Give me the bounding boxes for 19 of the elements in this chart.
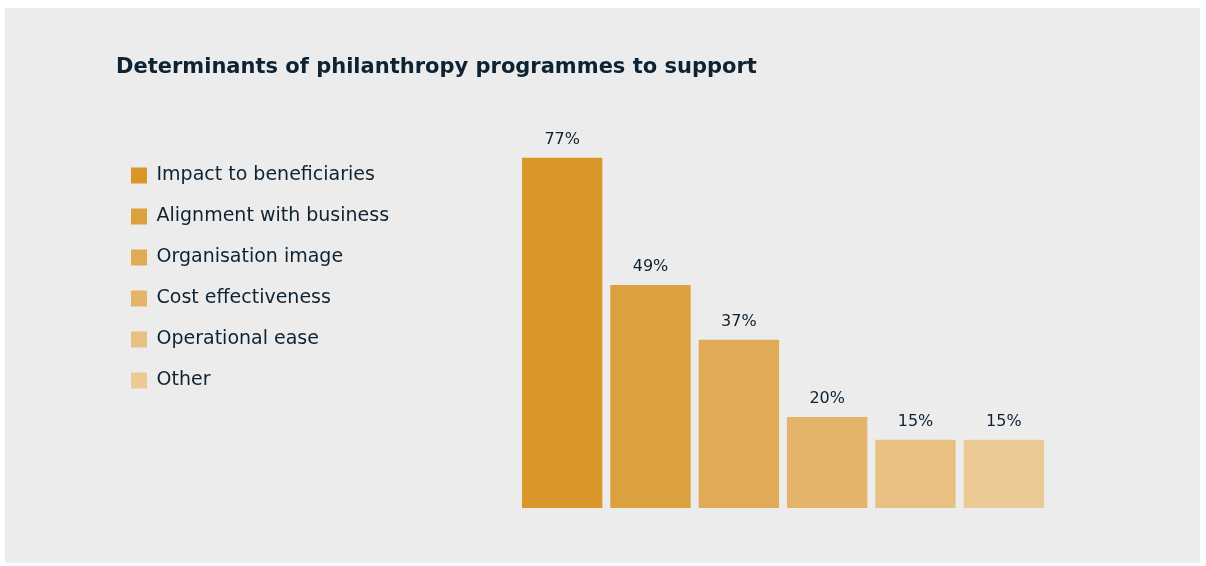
bar (963, 439, 1045, 508)
legend-label: Operational ease (156, 326, 319, 349)
data-label: 37% (721, 310, 757, 330)
legend-label: Impact to beneficiaries (156, 162, 375, 185)
bar (786, 417, 868, 508)
chart-title: Determinants of philanthropy programmes to support (116, 54, 757, 78)
data-label: 15% (897, 410, 934, 430)
data-label: 20% (809, 388, 845, 408)
legend-label: Alignment with business (156, 203, 390, 226)
bar (698, 339, 780, 508)
legend-label: Other (156, 367, 211, 390)
bar (875, 439, 956, 508)
data-label: 49% (632, 256, 669, 276)
data-label: 77% (544, 128, 580, 148)
legend-label: Organisation image (156, 244, 344, 267)
bar (521, 157, 603, 508)
data-label: 15% (986, 410, 1022, 430)
bar (610, 285, 691, 508)
legend-label: Cost effectiveness (156, 285, 331, 308)
